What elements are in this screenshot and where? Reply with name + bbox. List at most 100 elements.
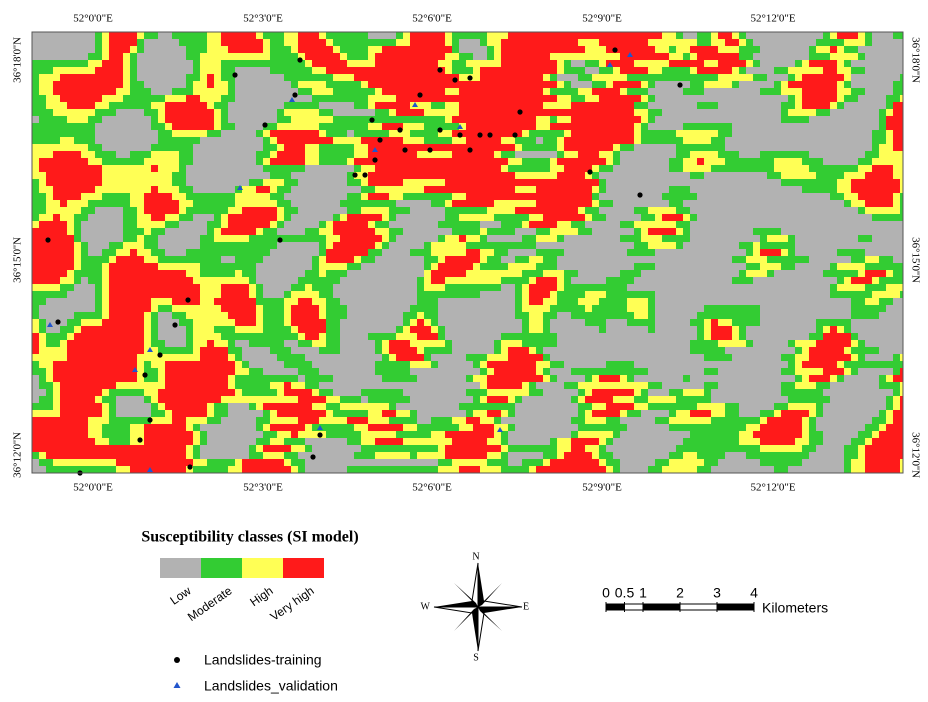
raster-cell (438, 46, 445, 53)
raster-cell (844, 263, 851, 270)
raster-cell (627, 214, 634, 221)
raster-cell (361, 32, 368, 39)
raster-cell (172, 200, 179, 207)
raster-cell (711, 291, 718, 298)
raster-cell (102, 32, 109, 39)
raster-cell (592, 200, 599, 207)
raster-cell (305, 53, 312, 60)
raster-cell (613, 81, 620, 88)
raster-cell (473, 95, 480, 102)
raster-cell (67, 263, 74, 270)
raster-cell (109, 305, 116, 312)
raster-cell (662, 298, 669, 305)
raster-cell (137, 200, 144, 207)
raster-cell (830, 81, 837, 88)
raster-cell (536, 284, 543, 291)
raster-cell (893, 39, 900, 46)
raster-cell (788, 249, 795, 256)
raster-cell (606, 123, 613, 130)
raster-cell (641, 284, 648, 291)
raster-cell (249, 151, 256, 158)
raster-cell (641, 277, 648, 284)
raster-cell (340, 39, 347, 46)
raster-cell (95, 270, 102, 277)
raster-cell (739, 242, 746, 249)
raster-cell (606, 305, 613, 312)
raster-cell (704, 60, 711, 67)
raster-cell (277, 291, 284, 298)
raster-cell (186, 235, 193, 242)
raster-cell (354, 102, 361, 109)
raster-cell (487, 298, 494, 305)
raster-cell (578, 88, 585, 95)
raster-cell (732, 60, 739, 67)
raster-cell (312, 298, 319, 305)
raster-cell (263, 102, 270, 109)
raster-cell (452, 158, 459, 165)
raster-cell (382, 172, 389, 179)
raster-cell (606, 32, 613, 39)
raster-cell (459, 249, 466, 256)
raster-cell (753, 179, 760, 186)
raster-cell (452, 172, 459, 179)
raster-cell (123, 123, 130, 130)
raster-cell (298, 32, 305, 39)
raster-cell (207, 39, 214, 46)
raster-cell (137, 95, 144, 102)
raster-cell (319, 235, 326, 242)
raster-cell (557, 200, 564, 207)
raster-cell (627, 172, 634, 179)
raster-cell (74, 291, 81, 298)
raster-cell (529, 95, 536, 102)
raster-cell (263, 46, 270, 53)
raster-cell (46, 137, 53, 144)
raster-cell (641, 88, 648, 95)
raster-cell (235, 270, 242, 277)
raster-cell (298, 263, 305, 270)
raster-cell (116, 200, 123, 207)
raster-cell (823, 172, 830, 179)
raster-cell (116, 284, 123, 291)
raster-cell (375, 179, 382, 186)
raster-cell (536, 277, 543, 284)
raster-cell (277, 137, 284, 144)
raster-cell (753, 291, 760, 298)
raster-cell (375, 214, 382, 221)
raster-cell (417, 221, 424, 228)
raster-cell (823, 137, 830, 144)
raster-cell (683, 193, 690, 200)
raster-cell (144, 60, 151, 67)
raster-cell (865, 221, 872, 228)
raster-cell (746, 242, 753, 249)
raster-cell (109, 284, 116, 291)
raster-cell (207, 172, 214, 179)
raster-cell (445, 179, 452, 186)
raster-cell (165, 242, 172, 249)
raster-cell (620, 102, 627, 109)
raster-cell (347, 186, 354, 193)
raster-cell (879, 144, 886, 151)
raster-cell (886, 95, 893, 102)
raster-cell (116, 39, 123, 46)
raster-cell (179, 32, 186, 39)
raster-cell (326, 95, 333, 102)
raster-cell (424, 88, 431, 95)
raster-cell (809, 305, 816, 312)
raster-cell (88, 67, 95, 74)
raster-cell (753, 207, 760, 214)
raster-cell (354, 39, 361, 46)
raster-cell (151, 249, 158, 256)
raster-cell (354, 186, 361, 193)
raster-cell (711, 130, 718, 137)
raster-cell (669, 130, 676, 137)
raster-cell (550, 291, 557, 298)
raster-cell (795, 214, 802, 221)
raster-cell (872, 165, 879, 172)
raster-cell (508, 158, 515, 165)
raster-cell (480, 53, 487, 60)
raster-cell (424, 116, 431, 123)
raster-cell (683, 116, 690, 123)
raster-cell (872, 263, 879, 270)
raster-cell (284, 60, 291, 67)
raster-cell (81, 214, 88, 221)
